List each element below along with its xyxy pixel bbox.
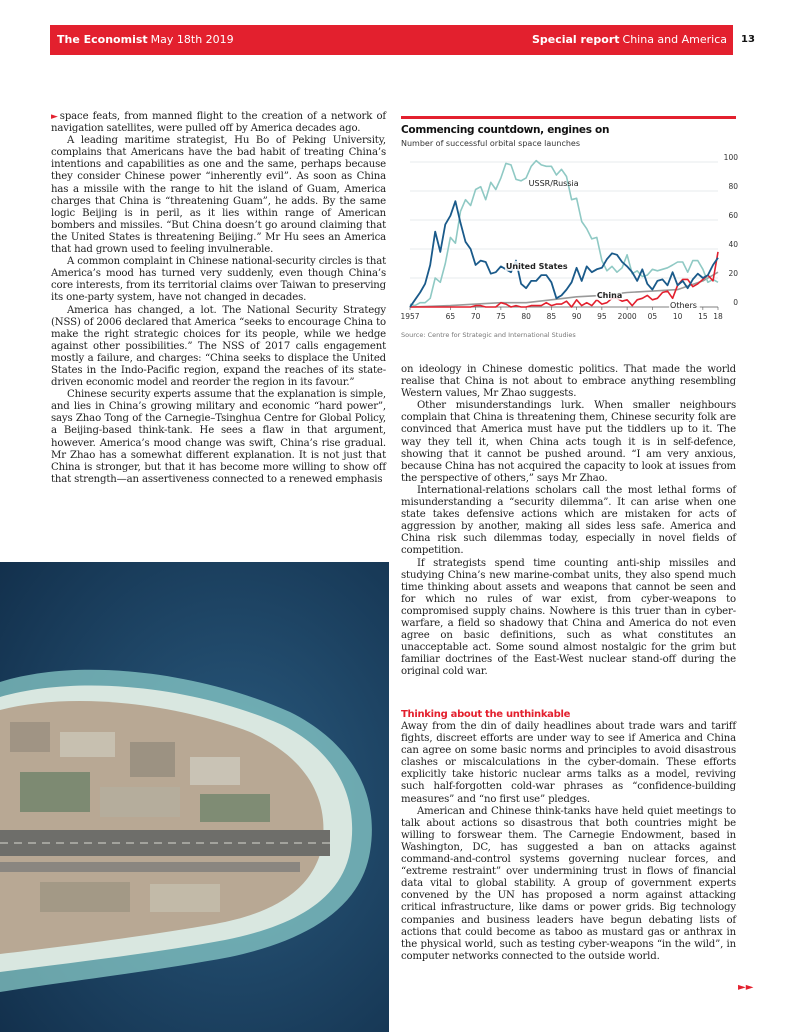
y-tick-label: 0 (733, 298, 738, 307)
header-left: The Economist May 18th 2019 (57, 33, 234, 46)
paragraph: America has changed, a lot. The National… (51, 304, 386, 389)
running-header: The Economist May 18th 2019 Special repor… (50, 25, 733, 55)
y-tick-label: 20 (728, 269, 738, 278)
x-tick-label: 05 (648, 312, 658, 321)
island-aerial-photo (0, 562, 389, 1032)
x-tick-label: 10 (673, 312, 683, 321)
chart-source: Source: Centre for Strategic and Interna… (401, 331, 576, 339)
y-tick-label: 60 (728, 211, 738, 220)
paragraph: If strategists spend time counting anti-… (401, 557, 736, 678)
series-line-united-states (409, 200, 719, 308)
article-column-1: ► space feats, from manned flight to the … (51, 111, 386, 486)
paragraph: A common complaint in Chinese national-s… (51, 256, 386, 304)
x-tick-label: 65 (446, 312, 456, 321)
x-tick-label: 70 (471, 312, 481, 321)
x-tick-label: 75 (496, 312, 506, 321)
section-subhead: Thinking about the unthinkable (401, 709, 571, 720)
x-tick-label: 95 (597, 312, 607, 321)
x-tick-label: 2000 (618, 312, 637, 321)
series-label-bg (595, 289, 622, 300)
paragraph: Chinese security experts assume that the… (51, 389, 386, 485)
series-line-others (409, 271, 719, 308)
header-right: Special report China and America (532, 33, 727, 46)
x-tick-label: 1957 (400, 312, 419, 321)
article-column-3: Away from the din of daily headlines abo… (401, 721, 736, 963)
publication-name: The Economist (57, 33, 148, 46)
series-label-bg (669, 300, 700, 310)
page-number: 13 (741, 34, 755, 45)
y-tick-label: 40 (728, 240, 738, 249)
paragraph: American and Chinese think-tanks have he… (401, 805, 736, 962)
island-illustration (0, 562, 389, 1032)
series-label: USSR/Russia (529, 179, 579, 188)
paragraph: Other misunderstandings lurk. When small… (401, 400, 736, 484)
chart-title: Commencing countdown, engines on (401, 124, 610, 136)
section-name: Special report (531, 33, 620, 46)
series-line-ussr-russia (409, 159, 719, 307)
x-tick-label: 80 (521, 312, 531, 321)
chart-top-rule (401, 116, 736, 119)
article-column-2: on ideology in Chinese domestic politics… (401, 364, 736, 678)
paragraph: A leading maritime strategist, Hu Bo of … (51, 135, 386, 256)
issue-date: May 18th 2019 (150, 33, 234, 46)
x-tick-label: 18 (713, 312, 723, 321)
paragraph: International-relations scholars call th… (401, 484, 736, 557)
series-line-china (410, 251, 719, 308)
continued-arrow-icon: ► (51, 112, 58, 122)
series-label-bg (504, 260, 570, 271)
series-label: Others (670, 301, 697, 310)
launches-line-chart: 0 20 40 60 80 100 1957 65 70 75 80 85 90 95 2000 05 10 15… (400, 153, 739, 321)
y-tick-label: 80 (728, 182, 738, 191)
paragraph-text: space feats, from manned flight to the c… (51, 111, 386, 135)
chart-subtitle: Number of successful orbital space launc… (401, 139, 581, 148)
x-tick-label: 90 (572, 312, 582, 321)
section-topic: China and America (622, 33, 727, 46)
y-tick-label: 100 (724, 153, 739, 162)
x-tick-label: 85 (547, 312, 557, 321)
paragraph: Away from the din of daily headlines abo… (401, 721, 736, 805)
paragraph: ► space feats, from manned flight to the … (51, 111, 386, 135)
next-page-arrow-icon: ►► (738, 982, 754, 993)
x-tick-label: 15 (698, 312, 708, 321)
paragraph: on ideology in Chinese domestic politics… (401, 364, 736, 400)
series-label: United States (506, 262, 568, 271)
series-label: China (597, 291, 622, 300)
